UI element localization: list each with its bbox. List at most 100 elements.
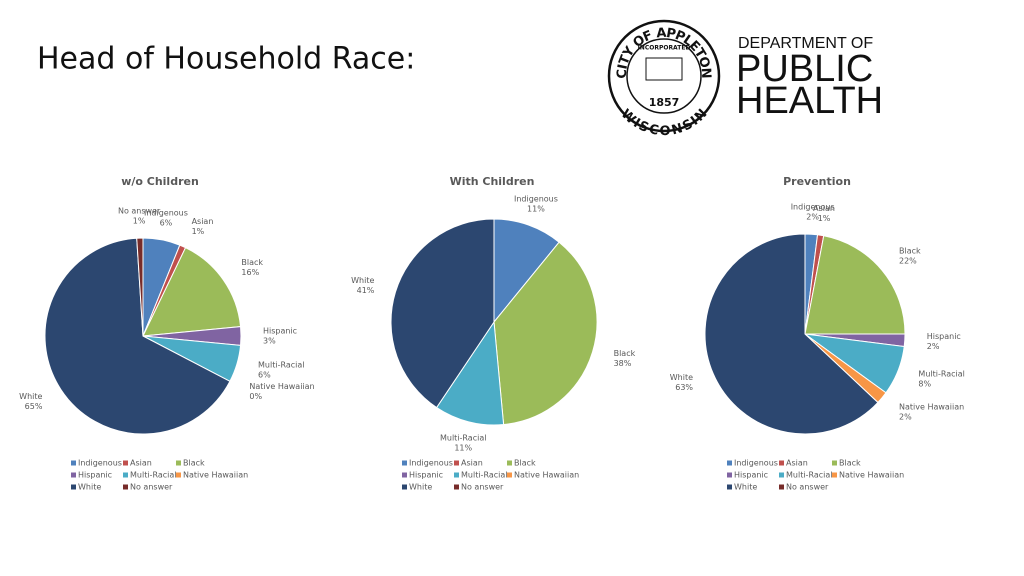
slice-value-label: 11% [454,444,472,453]
legend-swatch [727,460,732,466]
slice-value-label: 0% [249,392,262,401]
slide-title: Head of Household Race: [37,42,415,77]
slice-category-label: Multi-Racial [258,361,304,370]
slice-value-label: 6% [258,371,271,380]
legend-label: Black [514,459,536,468]
legend-swatch [402,472,407,478]
legend-label: White [78,483,101,492]
legend-swatch [176,472,181,478]
chart-title: Prevention [783,175,851,188]
legend-label: Hispanic [409,471,443,480]
slice-value-label: 1% [818,214,831,223]
legend-swatch [727,472,732,478]
chart-title: With Children [450,175,535,188]
legend-swatch [507,460,512,466]
legend-label: Multi-Racial [461,471,507,480]
slice-value-label: 1% [133,217,146,226]
slice-category-label: Native Hawaiian [899,402,964,411]
slice-value-label: 3% [263,337,276,346]
legend-label: Indigenous [734,459,778,468]
legend-label: Asian [130,459,152,468]
slice-value-label: 6% [160,219,173,228]
logo-ring-bottom-path: WISCONSIN [618,106,710,139]
pie-slice [390,218,495,409]
slice-value-label: 65% [25,402,43,411]
legend-swatch [779,460,784,466]
legend-swatch [507,472,512,478]
logo-year: 1857 [649,96,680,109]
legend-label: Multi-Racial [130,471,176,480]
logo-public: PUBLIC [736,48,873,90]
legend-label: Hispanic [78,471,112,480]
slice-value-label: 2% [927,342,940,351]
slice-category-label: Black [614,349,636,358]
legend-label: Indigenous [409,459,453,468]
legend-swatch [176,460,181,466]
pie-slice [44,237,231,435]
legend-swatch [123,472,128,478]
slice-value-label: 1% [192,227,205,236]
pie-slice [142,247,242,337]
pie-slice [704,233,879,435]
slice-category-label: Indigenous [144,209,188,218]
slice-value-label: 41% [357,286,375,295]
legend-label: Indigenous [78,459,122,468]
legend-swatch [454,472,459,478]
legend-swatch [71,460,76,466]
slice-value-label: 38% [614,359,632,368]
slice-category-label: White [670,373,693,382]
legend-label: Native Hawaiian [514,471,579,480]
slice-category-label: Native Hawaiian [249,382,314,391]
slice-category-label: Asian [192,217,214,226]
legend-label: Hispanic [734,471,768,480]
slice-category-label: Asian [813,204,835,213]
slice-category-label: Indigenous [514,195,558,204]
slice-value-label: 11% [527,205,545,214]
slice-category-label: Multi-Racial [440,434,486,443]
legend-swatch [123,484,128,490]
legend-swatch [454,484,459,490]
logo-building [645,57,683,81]
logo-inner [626,38,702,114]
slice-category-label: Multi-Racial [918,369,964,378]
legend-swatch [832,460,837,466]
legend-label: No answer [130,483,173,492]
slice-category-label: No answer [118,207,161,216]
chart-title: w/o Children [121,175,199,188]
slice-value-label: 16% [241,268,259,277]
legend-label: White [734,483,757,492]
slice-category-label: Black [899,247,921,256]
slice-value-label: 2% [806,213,819,222]
slice-category-label: White [19,392,42,401]
legend-label: Native Hawaiian [183,471,248,480]
legend-label: Black [183,459,205,468]
legend-swatch [832,472,837,478]
slice-value-label: 8% [918,379,931,388]
slice-category-label: Indigenous [791,203,835,212]
legend-swatch [402,484,407,490]
legend-swatch [779,472,784,478]
slice-category-label: Hispanic [263,327,297,336]
logo-health: HEALTH [736,80,883,122]
legend-label: Multi-Racial [786,471,832,480]
logo-ring-bottom: WISCONSIN [618,106,710,139]
legend-label: White [409,483,432,492]
slice-category-label: Black [241,258,263,267]
legend-label: Native Hawaiian [839,471,904,480]
legend-swatch [123,460,128,466]
logo: CITY OF APPLETON WISCONSIN INCORPORATED … [607,19,883,139]
logo-ring [607,19,721,133]
legend-swatch [779,484,784,490]
legend-label: No answer [786,483,829,492]
slice-category-label: Hispanic [927,332,961,341]
pie-slice [136,237,144,337]
legend-label: Black [839,459,861,468]
pie-slice [435,320,505,426]
pie-slice [493,241,598,426]
legend-swatch [71,484,76,490]
legend-label: Asian [461,459,483,468]
slice-category-label: White [351,276,374,285]
legend-swatch [402,460,407,466]
